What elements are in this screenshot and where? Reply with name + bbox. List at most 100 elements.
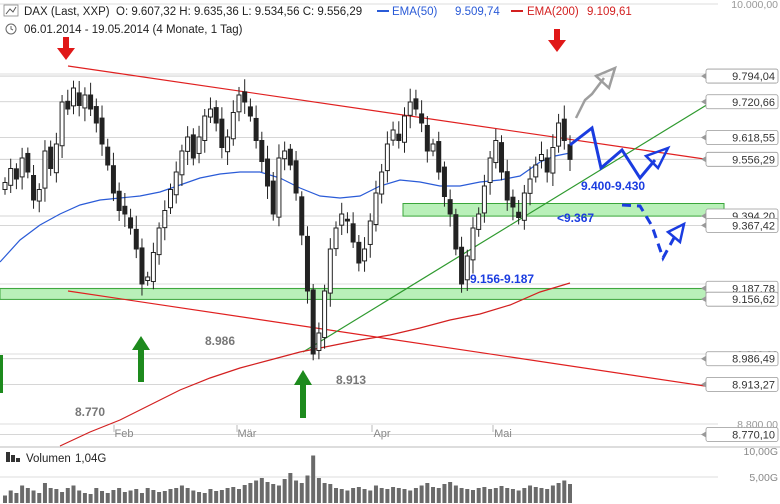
volume-bar (105, 493, 110, 503)
price-label-pointer (701, 156, 706, 163)
price-label-pointer (701, 355, 706, 362)
candle (299, 191, 305, 246)
volume-bar (408, 490, 413, 503)
volume-bar (482, 487, 487, 503)
volume-axis-mid: 5,00G (749, 472, 778, 484)
volume-bar (413, 488, 418, 503)
volume-bar (248, 483, 253, 503)
candle (168, 183, 174, 214)
x-tick-label: Feb (115, 428, 134, 440)
support-zones (0, 203, 725, 300)
sell-arrow-may (548, 29, 566, 52)
candle (276, 144, 282, 227)
y-axis: 10.000,009.800,009.200,009.000,008.800,0… (701, 0, 779, 442)
volume-bar (8, 490, 13, 503)
candle (31, 165, 37, 209)
volume-bar (77, 490, 82, 503)
candle (293, 151, 299, 201)
price-label: 8.913,27 (732, 379, 775, 391)
volume-bar (225, 488, 230, 503)
candle (544, 149, 550, 183)
candle (190, 128, 196, 166)
volume-bar (488, 489, 493, 503)
candle (116, 182, 122, 221)
price-label-pointer (701, 296, 706, 303)
forecast-path-gray (574, 77, 605, 119)
volume-bar (522, 488, 527, 503)
volume-bar (271, 484, 276, 503)
candle (396, 121, 402, 149)
price-label-pointer (701, 431, 706, 438)
candle (13, 163, 19, 190)
volume-bar (545, 489, 550, 503)
volume-bar (391, 487, 396, 503)
candle (436, 131, 442, 180)
volume-bar (528, 485, 533, 503)
volume-bar (162, 491, 167, 503)
volume-bar (71, 485, 76, 503)
candle (42, 140, 48, 202)
candle (202, 109, 208, 153)
volume-bar (305, 475, 310, 503)
volume-bar (14, 493, 19, 503)
candle (373, 180, 379, 232)
volume-bar (339, 489, 344, 503)
candle (105, 138, 111, 171)
forecast-arrow-gray (593, 65, 617, 91)
candle (156, 222, 162, 265)
volume-bar (276, 485, 281, 503)
chart-line-icon (5, 6, 17, 15)
price-label-pointer (701, 285, 706, 292)
candle (53, 132, 59, 183)
candle (550, 134, 556, 186)
volume-bar (510, 489, 515, 503)
candle (407, 88, 413, 129)
volume-label: Volumen (26, 453, 71, 465)
candle (424, 116, 430, 163)
clock-icon (5, 23, 17, 35)
volume-bar (568, 484, 572, 503)
candle (310, 284, 316, 361)
candle (19, 147, 25, 190)
volume-bar (328, 484, 333, 503)
volume-bar (425, 483, 430, 503)
candle (128, 208, 134, 235)
buy-arrow-mar (294, 370, 312, 418)
candle (150, 242, 156, 290)
candle (561, 105, 567, 150)
candle (504, 159, 510, 211)
candle (213, 100, 219, 132)
candle (88, 82, 94, 116)
candle (390, 121, 396, 146)
candle (476, 207, 482, 237)
candle (481, 174, 487, 223)
volume-bar (134, 489, 139, 503)
candle (270, 172, 276, 221)
signal-arrows (0, 29, 566, 418)
candle (567, 135, 573, 171)
candle (459, 236, 465, 293)
volume-bar (265, 482, 270, 503)
forecast-path-blue (569, 125, 657, 181)
candle (556, 113, 562, 153)
volume-bar (442, 484, 447, 503)
volume-bar (31, 490, 36, 503)
candle (122, 193, 128, 227)
volume-bar (470, 490, 475, 503)
price-label-pointer (701, 213, 706, 220)
candle (282, 141, 288, 171)
volume-bar (322, 483, 327, 503)
volume-bar (533, 487, 538, 503)
price-label: 9.720,66 (732, 97, 775, 109)
volume-bar (128, 490, 133, 503)
volume-axis-top: 10,00G (744, 446, 778, 458)
uptrend-line (302, 97, 719, 353)
volume-bar (362, 489, 367, 503)
price-label: 9.618,55 (732, 133, 775, 145)
date-range: 06.01.2014 - 19.05.2014 (4 Monate, 1 Tag… (24, 24, 243, 36)
volume-bar (556, 483, 561, 503)
volume-bar (431, 487, 436, 503)
volume-bar (185, 488, 190, 503)
candle (236, 86, 242, 122)
candle (76, 81, 82, 117)
